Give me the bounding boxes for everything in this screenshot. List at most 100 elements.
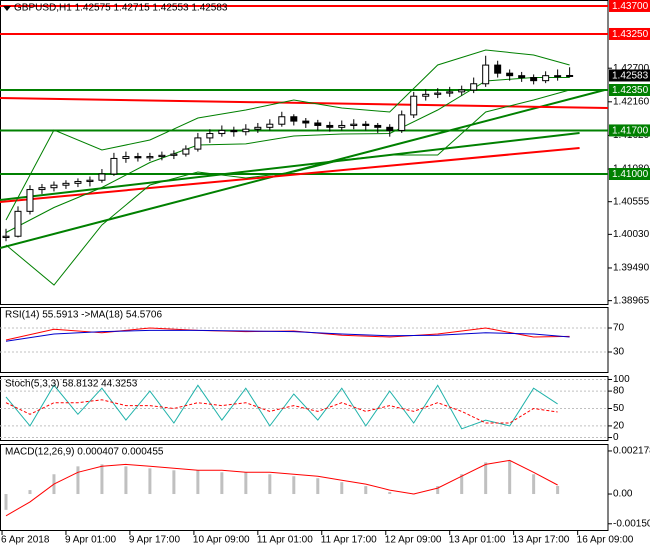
x-tick-label: 12 Apr 09:00 [385, 535, 442, 546]
candle-body [314, 122, 322, 126]
candle-body [518, 75, 526, 79]
trend-line [0, 131, 580, 202]
level-label: 1.41700 [612, 126, 649, 137]
x-tick-label: 10 Apr 09:00 [193, 535, 250, 546]
level-label-box [609, 124, 650, 137]
histogram-bar [508, 460, 512, 495]
x-tick-label: 13 Apr 01:00 [449, 535, 506, 546]
pane-title: Stoch(5,3,3) 58.8132 44.3253 [5, 379, 138, 390]
x-tick-label: 6 Apr 2018 [1, 535, 50, 546]
candle-body [410, 95, 418, 116]
histogram-bar [100, 464, 104, 495]
y-tick-label: 1.40030 [613, 229, 650, 240]
candle-body [482, 64, 490, 85]
y-tick-label: 0 [613, 432, 619, 443]
candle-body [446, 91, 454, 94]
candle-body [242, 128, 250, 133]
pane-frame [0, 0, 609, 305]
histogram-bar [220, 472, 224, 495]
x-tick-label: 9 Apr 17:00 [129, 535, 181, 546]
candle-body [134, 156, 142, 159]
candle-body [218, 129, 226, 135]
y-tick-label: 30 [613, 347, 625, 358]
candle-body [74, 180, 82, 184]
candle-body [122, 156, 130, 159]
y-tick-label: 1.42160 [613, 96, 650, 107]
candle-body [98, 173, 106, 181]
histogram-bar [484, 462, 488, 495]
candle-body [554, 75, 562, 78]
candle-body [50, 184, 58, 189]
x-tick-label: 9 Apr 01:00 [65, 535, 117, 546]
histogram-bar [364, 486, 368, 495]
y-tick-label: 0.00 [613, 489, 633, 500]
pane-title: MACD(12,26,9) 0.000407 0.000455 [5, 447, 164, 458]
pane-title: RSI(14) 55.5913 ->MA(18) 54.5706 [5, 310, 162, 321]
candle-body [542, 75, 550, 82]
indicator-line [5, 89, 570, 286]
x-tick-label: 13 Apr 17:00 [513, 535, 570, 546]
y-tick-label: 20 [613, 421, 625, 432]
y-tick-label: 1.38965 [613, 295, 650, 306]
y-tick-label: 1.40555 [613, 196, 650, 207]
candle-body [110, 157, 118, 175]
level-label: 1.42350 [612, 85, 649, 96]
histogram-bar [172, 470, 176, 495]
candle-body [422, 93, 430, 97]
candle-body [338, 124, 346, 128]
y-tick-label: 70 [613, 323, 625, 334]
histogram-bar [244, 472, 248, 495]
candle-body [494, 64, 502, 74]
candle-body [2, 235, 10, 238]
candle-body [326, 124, 334, 128]
candle-body [158, 154, 166, 158]
candle-body [470, 83, 478, 91]
candle-body [230, 129, 238, 133]
histogram-bar [196, 470, 200, 495]
candle-body [86, 179, 94, 182]
level-label-box [609, 168, 650, 181]
candle-body [170, 153, 178, 156]
histogram-bar [4, 494, 8, 510]
histogram-bar [340, 482, 344, 495]
x-tick-label: 11 Apr 01:00 [257, 535, 313, 546]
candle-body [506, 72, 514, 77]
candle-body [254, 126, 262, 130]
candle-body [458, 89, 466, 93]
candle-body [530, 77, 538, 82]
y-tick-label: 50 [613, 403, 625, 414]
y-tick-label: 0.002178 [613, 446, 650, 457]
indicator-line [5, 327, 570, 341]
candle-body [38, 187, 46, 191]
candle-body [26, 189, 34, 212]
candle-body [266, 123, 274, 128]
price-label-box [609, 69, 650, 82]
candle-body [278, 116, 286, 125]
level-label-box [609, 0, 650, 12]
histogram-bar [532, 474, 536, 495]
trend-line [0, 146, 580, 204]
indicator-line [5, 329, 570, 342]
level-label: 1.43700 [612, 1, 649, 12]
histogram-bar [268, 474, 272, 495]
histogram-bar [316, 478, 320, 495]
candle-body [182, 148, 190, 155]
pane-frame [0, 307, 609, 373]
histogram-bar [436, 486, 440, 495]
candle-body [14, 210, 22, 237]
y-tick-label: 80 [613, 386, 625, 397]
candle-body [374, 124, 382, 128]
trend-line [0, 89, 605, 249]
x-tick-label: 16 Apr 09:00 [577, 535, 634, 546]
indicator-line [5, 399, 558, 424]
level-label: 1.41000 [612, 169, 649, 180]
pane-frame [0, 444, 609, 531]
candle-body [194, 137, 202, 150]
histogram-bar [28, 490, 32, 495]
indicator-line [5, 384, 558, 430]
indicator-line [5, 459, 558, 517]
candle-body [302, 120, 310, 124]
